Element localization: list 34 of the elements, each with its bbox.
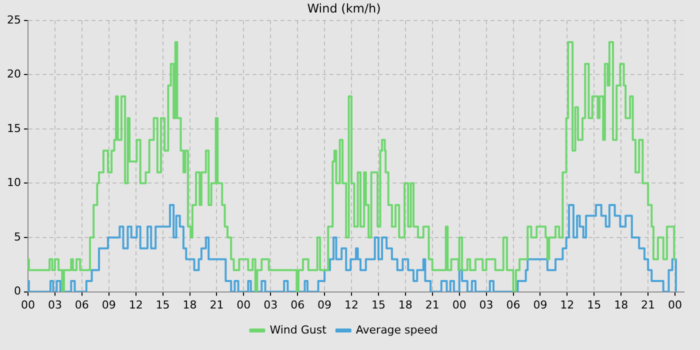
x-tick-label: 12 <box>560 298 574 312</box>
y-tick-label: 25 <box>6 13 21 26</box>
x-tick-label: 06 <box>74 298 89 312</box>
x-tick-label: 03 <box>264 298 278 312</box>
x-tick-label: 21 <box>210 298 224 312</box>
x-tick-label: 06 <box>290 298 305 312</box>
x-tick-label: 15 <box>371 298 386 312</box>
y-tick-label: 15 <box>6 122 21 135</box>
x-tick-label: 18 <box>614 298 628 312</box>
x-tick-label: 18 <box>182 298 197 312</box>
x-tick-label: 09 <box>533 298 548 312</box>
x-tick-label: 03 <box>48 298 62 312</box>
x-tick-label: 03 <box>479 298 494 312</box>
x-tick-label: 15 <box>587 298 602 312</box>
y-tick-label: 5 <box>14 230 21 244</box>
x-tick-label: 06 <box>506 298 520 312</box>
x-tick-label: 00 <box>236 298 251 312</box>
x-tick-label: 00 <box>668 298 682 312</box>
x-tick-label: 15 <box>156 298 170 312</box>
legend-label: Wind Gust <box>270 323 328 336</box>
x-tick-label: 21 <box>425 298 440 312</box>
y-tick-label: 20 <box>6 68 21 81</box>
x-tick-label: 12 <box>128 298 143 312</box>
legend-label: Average speed <box>356 323 438 336</box>
y-tick-label: 0 <box>14 284 21 298</box>
y-tick-label: 10 <box>6 176 21 190</box>
x-tick-label: 00 <box>20 298 35 312</box>
x-tick-label: 18 <box>398 298 412 312</box>
x-tick-label: 00 <box>452 298 466 312</box>
x-tick-label: 12 <box>344 298 359 312</box>
x-tick-label: 09 <box>318 298 332 312</box>
chart-title: Wind (km/h) <box>307 1 381 16</box>
x-tick-label: 21 <box>641 298 656 312</box>
x-tick-label: 09 <box>102 298 116 312</box>
